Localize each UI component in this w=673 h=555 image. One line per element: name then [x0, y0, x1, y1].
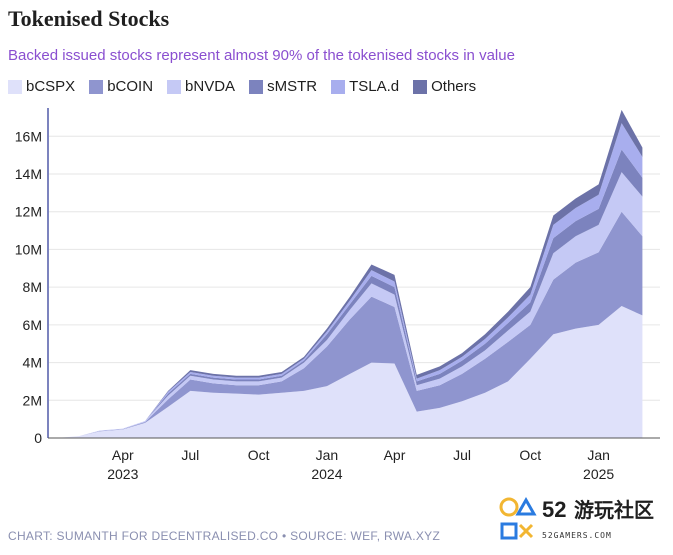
legend-label: Others	[431, 78, 477, 95]
circle-icon	[499, 497, 519, 517]
axes: 0 2M 4M 6M 8M 10M 12M 14M 16M Apr 2023 Jul Oct Jan 202…	[15, 108, 660, 482]
y-tick-label: 0	[34, 430, 42, 446]
y-tick-label: 16M	[15, 128, 42, 144]
y-tick-label: 10M	[15, 241, 42, 257]
source-note: CHART: SUMANTH FOR DECENTRALISED.CO • SO…	[8, 529, 441, 543]
legend-swatch	[331, 79, 346, 94]
legend-label: sMSTR	[267, 78, 318, 95]
x-tick-label: Apr	[384, 447, 406, 463]
legend-item-bnvda: bNVDA	[167, 78, 235, 95]
x-tick-year: 2023	[107, 466, 138, 482]
legend-item-others: Others	[413, 78, 476, 95]
y-tick-label: 8M	[23, 279, 42, 295]
x-tick-label: Jan	[587, 447, 610, 463]
area-bcoin	[56, 211, 643, 438]
y-tick-label: 2M	[23, 392, 42, 408]
y-tick-label: 14M	[15, 166, 42, 182]
legend: bCSPX bCOIN bNVDA sMSTR TSLA.d Others	[8, 78, 476, 95]
legend-swatch	[167, 79, 182, 94]
y-tick-label: 6M	[23, 317, 42, 333]
x-tick-label: Oct	[248, 447, 270, 463]
legend-swatch	[89, 79, 104, 94]
legend-item-bcspx: bCSPX	[8, 78, 75, 95]
legend-item-smstr: sMSTR	[249, 78, 317, 95]
x-tick-year: 2024	[311, 466, 342, 482]
watermark-logo: 52 游玩社区 52GAMERS.COM	[499, 496, 654, 540]
chart-subtitle: Backed issued stocks represent almost 90…	[8, 47, 515, 64]
x-tick-label: Oct	[519, 447, 541, 463]
x-tick-label: Jul	[453, 447, 471, 463]
legend-label: TSLA.d	[349, 78, 400, 95]
legend-swatch	[413, 79, 428, 94]
area-bcspx	[56, 306, 643, 438]
legend-item-bcoin: bCOIN	[89, 78, 153, 95]
area-chart: 0 2M 4M 6M 8M 10M 12M 14M 16M Apr 2023 Jul Oct Jan 202…	[15, 108, 660, 482]
legend-swatch	[249, 79, 264, 94]
stacked-areas	[56, 109, 643, 438]
watermark-domain: 52GAMERS.COM	[542, 531, 612, 540]
legend-swatch	[8, 79, 22, 94]
square-icon	[500, 522, 518, 540]
cross-icon	[518, 523, 534, 539]
legend-label: bCSPX	[26, 78, 76, 95]
watermark-name: 游玩社区	[574, 498, 654, 522]
legend-label: bNVDA	[185, 78, 236, 95]
x-tick-label: Jan	[316, 447, 339, 463]
watermark-number: 52	[542, 497, 566, 522]
y-tick-label: 4M	[23, 355, 42, 371]
x-tick-label: Apr	[112, 447, 134, 463]
y-tick-label: 12M	[15, 204, 42, 220]
legend-label: bCOIN	[107, 78, 154, 95]
triangle-icon	[515, 496, 537, 516]
x-tick-label: Jul	[181, 447, 199, 463]
x-tick-year: 2025	[583, 466, 614, 482]
chart-title: Tokenised Stocks	[8, 6, 170, 31]
legend-item-tsla-d: TSLA.d	[331, 78, 399, 95]
